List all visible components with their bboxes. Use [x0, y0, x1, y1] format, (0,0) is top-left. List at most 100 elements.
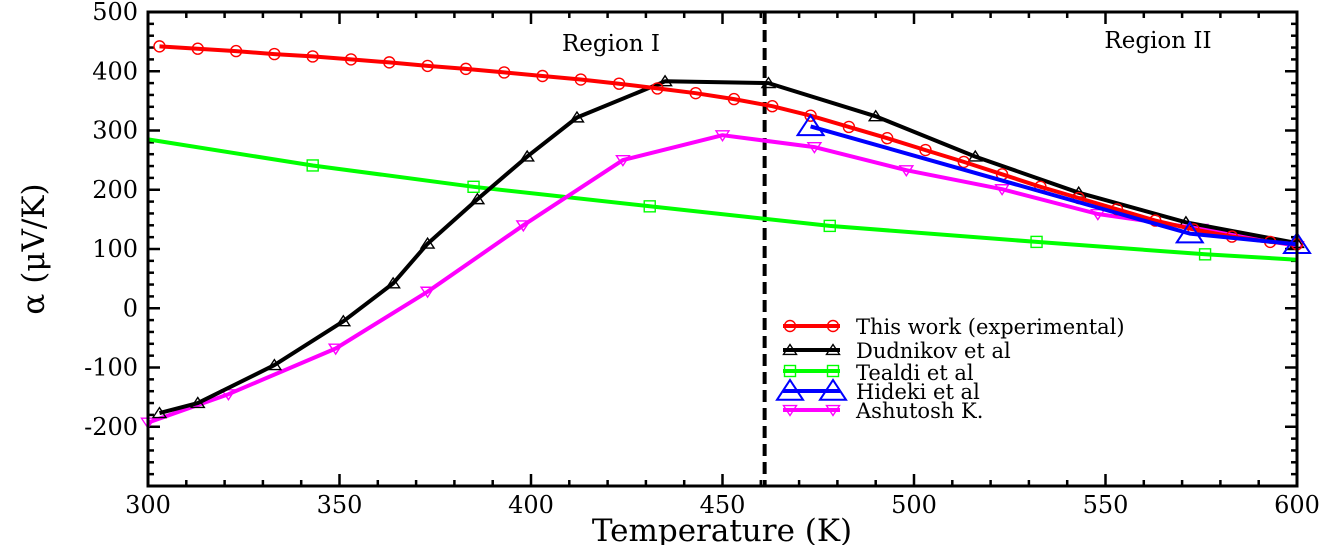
series-tealdi: [147, 137, 1298, 262]
label-layer: Temperature (K) α (μV/K) Region I Region…: [16, 28, 1212, 545]
data-point: [782, 404, 798, 417]
series-line: [147, 137, 1298, 262]
y-tick-label: 400: [92, 57, 138, 85]
data-point: [189, 396, 206, 409]
data-point: [421, 59, 434, 73]
axes-layer: [146, 10, 1299, 488]
y-axis-title: α (μV/K): [16, 183, 52, 314]
x-tick-label: 600: [1274, 491, 1320, 519]
data-point: [783, 364, 797, 378]
series-this-work: [153, 40, 1304, 251]
region-label-2: Region II: [1104, 28, 1211, 54]
data-point: [1030, 235, 1043, 249]
legend-swatch-this-work: [783, 319, 840, 333]
data-point: [268, 47, 281, 61]
y-tick-label: -200: [84, 413, 138, 441]
legend-label-tealdi: Tealdi et al: [856, 361, 974, 385]
data-point: [612, 77, 626, 90]
legend-swatch-hideki: [775, 378, 848, 401]
data-point: [383, 56, 396, 69]
y-tick-label: 300: [92, 117, 138, 145]
data-point: [191, 42, 204, 55]
series-dudnikov: [151, 74, 1305, 419]
legend-label-hideki: Hideki et al: [856, 380, 980, 404]
legend-swatch-ashutosh: [782, 404, 841, 417]
data-point: [826, 319, 840, 333]
series-line: [147, 133, 1298, 425]
x-tick-label: 500: [891, 491, 937, 519]
data-point: [574, 73, 587, 86]
data-point: [806, 141, 823, 154]
legend: This work (experimental) Dudnikov et al …: [775, 315, 1125, 423]
data-point: [994, 184, 1010, 196]
x-tick-label: 300: [125, 491, 171, 519]
data-point: [727, 92, 741, 106]
data-point: [344, 53, 358, 66]
data-point: [782, 343, 798, 356]
data-point: [569, 110, 585, 123]
data-point: [957, 155, 970, 169]
x-tick-label: 350: [317, 491, 363, 519]
y-tick-label: 100: [92, 235, 138, 263]
data-point: [306, 50, 319, 63]
data-point: [643, 200, 656, 213]
data-point: [825, 343, 841, 356]
series-line: [159, 44, 1298, 247]
legend-label-dudnikov: Dudnikov et al: [856, 339, 1011, 363]
data-point: [804, 109, 817, 122]
data-point: [842, 120, 856, 134]
data-point: [459, 62, 473, 76]
series-line: [158, 79, 1298, 416]
data-point: [880, 132, 894, 145]
data-point: [818, 378, 848, 401]
legend-swatch-tealdi: [783, 364, 840, 378]
legend-label-ashutosh: Ashutosh K.: [855, 399, 983, 423]
data-point: [867, 109, 884, 122]
data-point: [229, 44, 243, 58]
data-point: [967, 149, 984, 162]
tick-layer: 300 350 400 450 500 550 600 -200 -100 0 100 200 300 4…: [84, 0, 1320, 519]
legend-swatch-dudnikov: [782, 343, 841, 356]
data-point: [657, 74, 673, 87]
data-point: [760, 76, 777, 89]
data-point: [419, 286, 436, 299]
data-point: [775, 378, 805, 401]
series-line: [810, 124, 1298, 247]
data-point: [419, 236, 436, 249]
data-point: [823, 219, 836, 233]
x-tick-label: 400: [508, 491, 554, 519]
data-point: [266, 358, 283, 371]
data-point: [766, 100, 779, 113]
data-point: [519, 149, 535, 162]
data-point: [467, 180, 480, 193]
x-axis-title: Temperature (K): [592, 513, 852, 545]
region-label-1: Region I: [562, 31, 660, 57]
data-point: [795, 113, 826, 137]
data-point: [1174, 220, 1205, 244]
data-point: [1198, 248, 1212, 261]
series-ashutosh: [140, 130, 1305, 430]
data-point: [714, 130, 731, 143]
data-point: [497, 66, 511, 79]
data-point: [898, 165, 915, 177]
data-point: [689, 86, 702, 100]
x-tick-label: 550: [1083, 491, 1129, 519]
y-tick-label: 500: [92, 0, 138, 26]
data-point: [469, 192, 486, 205]
data-point: [515, 220, 532, 233]
data-point: [153, 40, 166, 53]
y-tick-label: -100: [84, 354, 138, 382]
x-tick-label: 450: [700, 491, 746, 519]
data-point: [826, 364, 840, 378]
data-point: [327, 343, 344, 356]
data-point: [615, 155, 631, 167]
data-point: [385, 276, 401, 289]
data-point: [536, 69, 549, 83]
data-point: [825, 404, 841, 417]
series-hideki: [795, 113, 1312, 255]
data-point: [919, 143, 932, 157]
data-point: [151, 406, 168, 419]
data-point: [306, 159, 319, 172]
y-tick-label: 0: [123, 294, 138, 322]
